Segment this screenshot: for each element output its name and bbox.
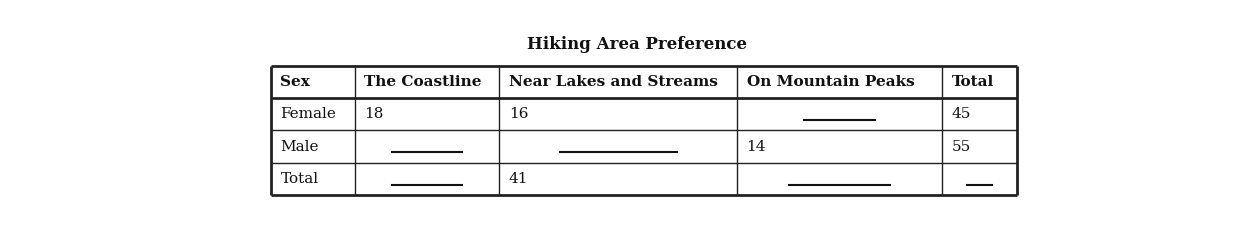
Text: Male: Male	[281, 140, 319, 153]
Text: Near Lakes and Streams: Near Lakes and Streams	[509, 75, 718, 89]
Text: 45: 45	[951, 107, 971, 121]
Text: Hiking Area Preference: Hiking Area Preference	[527, 36, 746, 53]
Text: 14: 14	[746, 140, 766, 153]
Text: Sex: Sex	[281, 75, 310, 89]
Text: Total: Total	[281, 172, 318, 186]
Text: The Coastline: The Coastline	[364, 75, 482, 89]
Text: 18: 18	[364, 107, 384, 121]
Text: 16: 16	[509, 107, 528, 121]
Text: 55: 55	[951, 140, 971, 153]
Text: Total: Total	[951, 75, 994, 89]
Text: Female: Female	[281, 107, 337, 121]
Text: 41: 41	[509, 172, 528, 186]
Text: On Mountain Peaks: On Mountain Peaks	[746, 75, 914, 89]
